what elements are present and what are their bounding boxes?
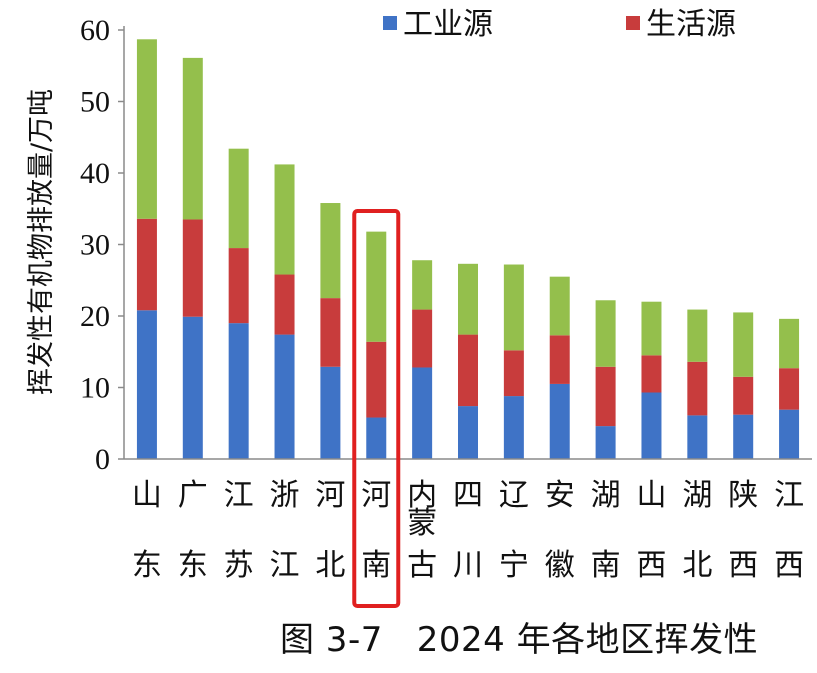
- category-label-湖南-2: 南: [591, 548, 621, 583]
- bar-segment-河北-工业源: [320, 366, 341, 459]
- category-label-安徽-2: 徽: [545, 548, 575, 583]
- category-label-安徽-1: 安: [545, 478, 575, 513]
- category-label-山西-1: 山: [636, 478, 666, 513]
- bar-segment-陕西-生活源: [733, 376, 754, 415]
- bar-segment-河南-工业源: [366, 417, 387, 459]
- category-label-湖北-1: 湖: [682, 478, 712, 513]
- bar-segment-河南-生活源: [366, 341, 387, 418]
- y-tick-label: 40: [80, 157, 110, 190]
- bar-segment-辽宁-series-3: [503, 264, 524, 351]
- bar-segment-山东-工业源: [136, 310, 157, 459]
- bar-segment-浙江-工业源: [274, 334, 295, 459]
- axes-group: [118, 26, 812, 460]
- category-label-浙江-1: 浙: [270, 478, 300, 513]
- bar-segment-安徽-工业源: [549, 383, 570, 459]
- category-label-广东-2: 东: [178, 548, 208, 583]
- category-label-江苏-1: 江: [224, 478, 254, 513]
- category-label-山西-2: 西: [636, 548, 666, 583]
- legend-swatch-2: [626, 16, 640, 30]
- y-tick-label: 0: [95, 443, 110, 476]
- y-axis-label: 挥发性有机物排放量/万吨: [26, 89, 57, 395]
- category-label-辽宁-2: 宁: [499, 548, 529, 583]
- bar-segment-辽宁-生活源: [503, 350, 524, 397]
- bar-segment-陕西-工业源: [733, 414, 754, 459]
- bar-segment-江苏-series-3: [228, 148, 249, 249]
- bar-segment-山东-series-3: [136, 39, 157, 219]
- bar-segment-辽宁-工业源: [503, 396, 524, 459]
- category-label-陕西-2: 西: [728, 548, 758, 583]
- bar-segment-江西-生活源: [779, 368, 800, 410]
- bar-segment-内蒙古-工业源: [412, 367, 433, 459]
- y-tick-label: 10: [80, 372, 110, 405]
- category-label-河南-2: 南: [361, 548, 391, 583]
- legend-swatch-1: [383, 16, 397, 30]
- category-label-河北-1: 河: [315, 478, 345, 513]
- category-label-四川-1: 四: [453, 478, 483, 513]
- bar-segment-湖北-生活源: [687, 361, 708, 416]
- category-label-辽宁-1: 辽: [499, 478, 529, 513]
- bar-segment-广东-生活源: [182, 219, 203, 317]
- bar-segment-浙江-series-3: [274, 164, 295, 275]
- bar-segment-江西-工业源: [779, 409, 800, 459]
- bar-segment-湖北-工业源: [687, 415, 708, 459]
- category-label-山东-1: 山: [132, 478, 162, 513]
- bar-segment-山东-生活源: [136, 218, 157, 311]
- bar-segment-山西-生活源: [641, 355, 662, 393]
- category-label-江西-1: 江: [774, 478, 804, 513]
- bar-segment-山西-工业源: [641, 392, 662, 459]
- bar-segment-安徽-series-3: [549, 276, 570, 336]
- bar-segment-湖南-工业源: [595, 426, 616, 459]
- bar-segment-广东-工业源: [182, 316, 203, 459]
- legend-label-2: 生活源: [646, 7, 736, 42]
- bar-segment-江苏-工业源: [228, 323, 249, 459]
- category-label-江西-2: 西: [774, 548, 804, 583]
- bar-segment-内蒙古-series-3: [412, 260, 433, 310]
- bar-segment-四川-series-3: [458, 263, 478, 335]
- category-label-广东-1: 广: [178, 478, 208, 513]
- category-label-湖南-1: 湖: [591, 478, 621, 513]
- bar-segment-河北-生活源: [320, 298, 341, 367]
- bar-segment-江西-series-3: [779, 318, 800, 369]
- y-tick-label: 30: [80, 229, 110, 262]
- bar-segment-湖南-生活源: [595, 366, 616, 427]
- category-label-四川-2: 川: [453, 548, 483, 583]
- legend: 工业源 生活源: [383, 7, 736, 42]
- category-label-内蒙古-3: 古: [407, 548, 437, 583]
- bar-segment-安徽-生活源: [549, 335, 570, 384]
- category-label-内蒙古-2: 蒙: [407, 506, 437, 541]
- figure-caption: 图 3-7 2024 年各地区挥发性: [280, 620, 759, 660]
- bar-segment-河北-series-3: [320, 203, 341, 299]
- legend-label-1: 工业源: [403, 7, 493, 42]
- category-label-山东-2: 东: [132, 548, 162, 583]
- category-label-陕西-1: 陕: [728, 478, 758, 513]
- y-tick-label: 60: [80, 14, 110, 47]
- bar-segment-浙江-生活源: [274, 274, 295, 335]
- category-label-内蒙古-1: 内: [407, 478, 437, 513]
- bar-segment-湖北-series-3: [687, 309, 708, 362]
- y-tick-label: 50: [80, 86, 110, 119]
- highlight-box: [352, 209, 401, 608]
- bar-segment-四川-生活源: [458, 334, 478, 407]
- bar-segment-陕西-series-3: [733, 312, 754, 377]
- bars-group: [136, 39, 800, 459]
- bar-segment-内蒙古-生活源: [412, 309, 433, 368]
- bar-segment-江苏-生活源: [228, 248, 249, 324]
- category-label-河南-1: 河: [361, 478, 391, 513]
- bar-segment-河南-series-3: [366, 231, 387, 342]
- category-label-湖北-2: 北: [682, 548, 712, 583]
- y-tick-labels: 0 10 20 30 40 50 60: [80, 14, 110, 476]
- bar-segment-广东-series-3: [182, 57, 203, 220]
- bar-segment-山西-series-3: [641, 301, 662, 356]
- category-label-河北-2: 北: [315, 548, 345, 583]
- bar-segment-四川-工业源: [458, 406, 478, 459]
- bar-segment-湖南-series-3: [595, 300, 616, 367]
- y-tick-label: 20: [80, 300, 110, 333]
- category-label-江苏-2: 苏: [224, 548, 254, 583]
- category-label-浙江-2: 江: [270, 548, 300, 583]
